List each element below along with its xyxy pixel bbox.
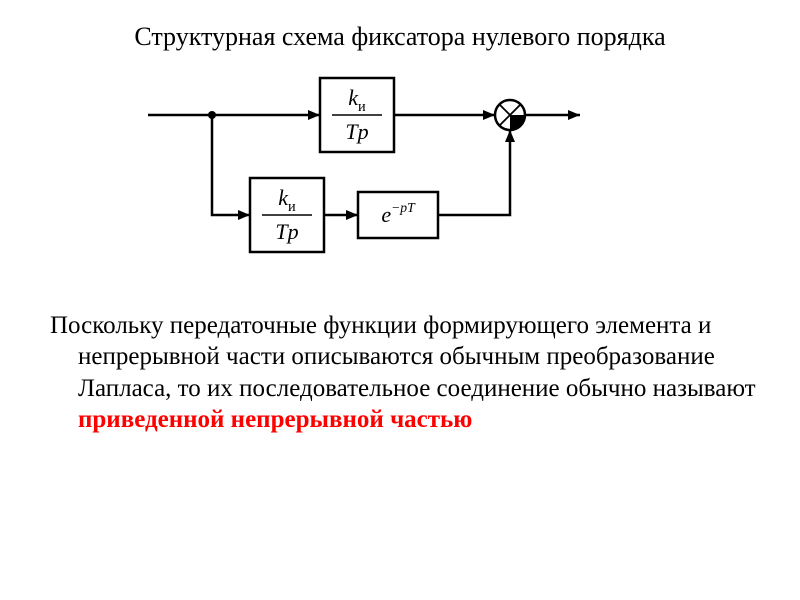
paragraph-highlight: приведенной непрерывной частью: [78, 406, 472, 433]
paragraph: Поскольку передаточные функции формирующ…: [50, 310, 778, 435]
paragraph-text: Поскольку передаточные функции формирующ…: [50, 312, 756, 402]
svg-text:Tp: Tp: [275, 219, 298, 244]
block-diagram: kиTpkиTpe−pT: [140, 60, 660, 275]
page: Структурная схема фиксатора нулевого пор…: [0, 0, 800, 600]
page-title: Структурная схема фиксатора нулевого пор…: [0, 22, 800, 52]
svg-text:Tp: Tp: [345, 119, 368, 144]
